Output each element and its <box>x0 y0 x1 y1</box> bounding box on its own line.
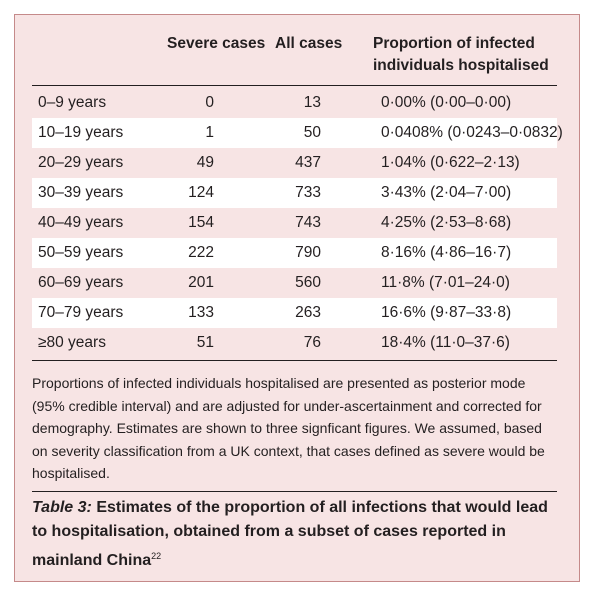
age-cell: ≥80 years <box>38 334 106 351</box>
all-cases-cell: 790 <box>295 244 321 261</box>
header-rule <box>32 85 557 86</box>
table-row: ≥80 years 51 76 18·4% (11·0–37·6) <box>32 328 557 358</box>
severe-cases-cell: 1 <box>205 124 214 141</box>
age-cell: 20–29 years <box>38 154 124 171</box>
proportion-cell: 16·6% (9·87–33·8) <box>381 304 512 321</box>
all-cases-cell: 76 <box>303 334 321 351</box>
proportion-cell: 0·00% (0·00–0·00) <box>381 94 512 111</box>
caption-reference: 22 <box>151 551 162 561</box>
age-cell: 10–19 years <box>38 124 124 141</box>
table-bottom-rule <box>32 360 557 361</box>
age-cell: 40–49 years <box>38 214 124 231</box>
table-row: 10–19 years 1 50 0·0408% (0·0243–0·0832) <box>32 118 563 148</box>
table-row: 0–9 years 0 13 0·00% (0·00–0·00) <box>32 88 557 118</box>
severe-cases-cell: 133 <box>188 304 214 321</box>
all-cases-cell: 13 <box>303 94 321 111</box>
proportion-cell: 1·04% (0·622–2·13) <box>381 154 520 171</box>
age-cell: 70–79 years <box>38 304 124 321</box>
proportion-cell: 18·4% (11·0–37·6) <box>381 334 510 351</box>
table-footnote: Proportions of infected individuals hosp… <box>32 375 545 481</box>
header-all-cases: All cases <box>275 35 343 52</box>
header-severe-cases: Severe cases <box>167 35 266 52</box>
age-cell: 50–59 years <box>38 244 124 261</box>
table-row: 50–59 years 222 790 8·16% (4·86–16·7) <box>32 238 557 268</box>
proportion-cell: 8·16% (4·86–16·7) <box>381 244 512 261</box>
header-proportion: Proportion of infected individuals hospi… <box>373 35 549 74</box>
proportion-cell: 0·0408% (0·0243–0·0832) <box>381 124 563 141</box>
proportion-cell: 3·43% (2·04–7·00) <box>381 184 512 201</box>
age-cell: 30–39 years <box>38 184 124 201</box>
table-row: 20–29 years 49 437 1·04% (0·622–2·13) <box>32 148 557 178</box>
caption-rule <box>32 491 557 492</box>
table-panel: Severe cases All cases Proportion of inf… <box>14 14 580 582</box>
proportion-cell: 11·8% (7·01–24·0) <box>381 274 510 291</box>
table-row: 40–49 years 154 743 4·25% (2·53–8·68) <box>32 208 557 238</box>
all-cases-cell: 560 <box>295 274 321 291</box>
age-cell: 60–69 years <box>38 274 124 291</box>
severe-cases-cell: 124 <box>188 184 214 201</box>
all-cases-cell: 437 <box>295 154 321 171</box>
table-row: 30–39 years 124 733 3·43% (2·04–7·00) <box>32 178 557 208</box>
severe-cases-cell: 49 <box>196 154 214 171</box>
all-cases-cell: 263 <box>295 304 321 321</box>
severe-cases-cell: 222 <box>188 244 214 261</box>
proportion-cell: 4·25% (2·53–8·68) <box>381 214 512 231</box>
all-cases-cell: 743 <box>295 214 321 231</box>
caption-label: Table 3: <box>32 499 92 516</box>
severe-cases-cell: 154 <box>188 214 214 231</box>
table-row: 60–69 years 201 560 11·8% (7·01–24·0) <box>32 268 557 298</box>
table-caption: Table 3: Estimates of the proportion of … <box>32 496 562 573</box>
severe-cases-cell: 51 <box>196 334 214 351</box>
all-cases-cell: 733 <box>295 184 321 201</box>
all-cases-cell: 50 <box>303 124 321 141</box>
severe-cases-cell: 0 <box>205 94 214 111</box>
table-row: 70–79 years 133 263 16·6% (9·87–33·8) <box>32 298 557 328</box>
severe-cases-cell: 201 <box>188 274 214 291</box>
age-cell: 0–9 years <box>38 94 107 111</box>
caption-text: Estimates of the proportion of all infec… <box>32 499 548 569</box>
